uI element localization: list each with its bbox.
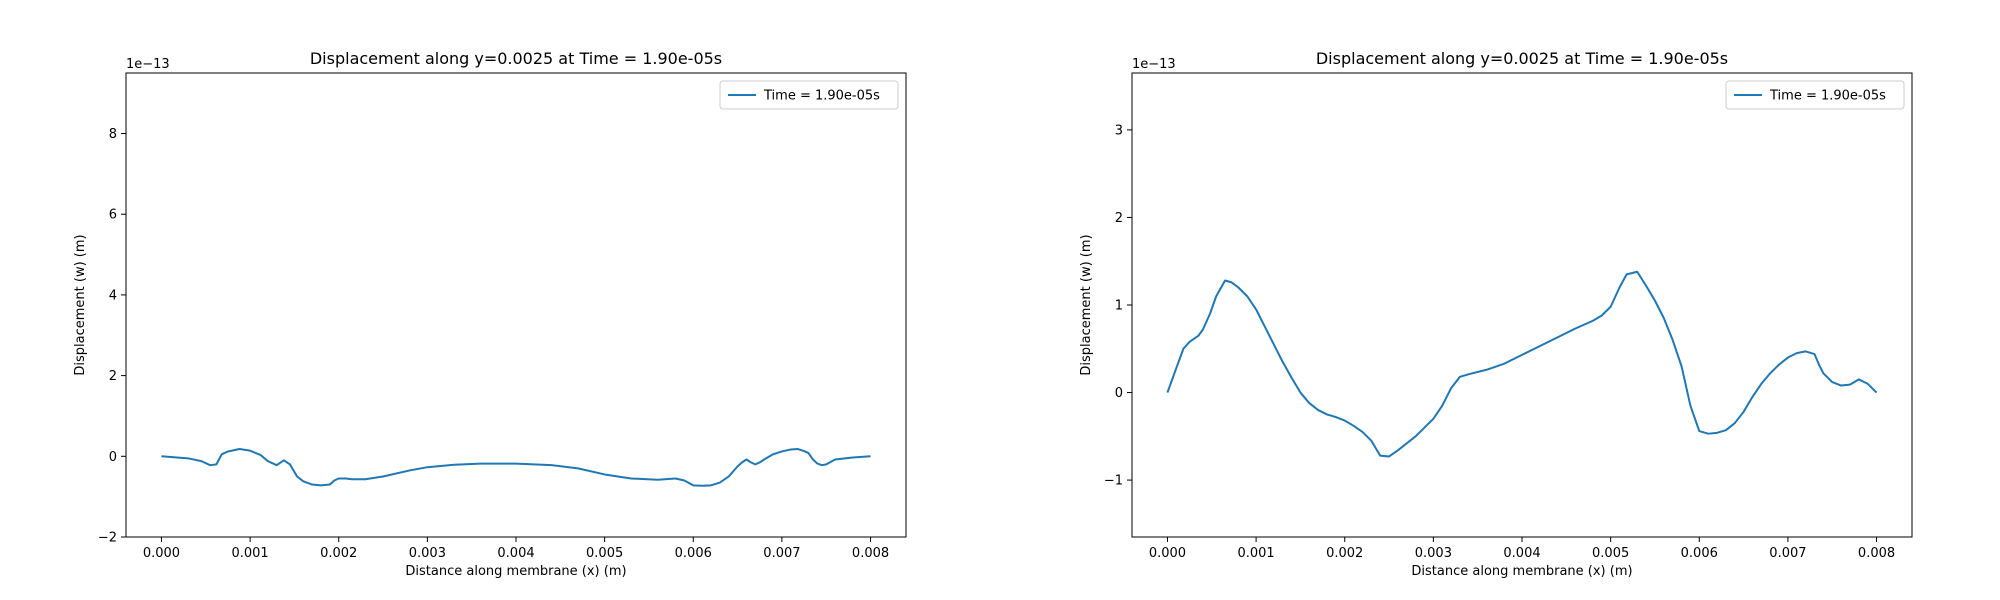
x-tick-label: 0.002 xyxy=(320,546,357,561)
y-tick-label: 3 xyxy=(1115,123,1123,138)
y-offset-label: 1e−13 xyxy=(126,57,170,72)
x-tick-label: 0.000 xyxy=(143,546,180,561)
x-tick-label: 0.002 xyxy=(1326,546,1363,561)
x-tick-label: 0.005 xyxy=(586,546,623,561)
chart-title: Displacement along y=0.0025 at Time = 1.… xyxy=(310,49,722,68)
x-tick-label: 0.004 xyxy=(1503,546,1540,561)
series-line xyxy=(161,448,871,487)
chart-panel-2: Displacement along y=0.0025 at Time = 1.… xyxy=(1079,49,1913,579)
x-tick-label: 0.006 xyxy=(675,546,712,561)
x-tick-label: 0.007 xyxy=(763,546,800,561)
y-tick-label: 6 xyxy=(109,208,117,223)
y-offset-label: 1e−13 xyxy=(1132,57,1176,72)
legend: Time = 1.90e-05s xyxy=(719,80,899,110)
y-tick-label: 8 xyxy=(109,127,117,142)
x-tick-label: 0.007 xyxy=(1769,546,1806,561)
y-tick-label: 1 xyxy=(1115,299,1123,314)
x-tick-label: 0.001 xyxy=(231,546,268,561)
chart-panel-1: Displacement along y=0.0025 at Time = 1.… xyxy=(73,49,907,579)
x-tick-label: 0.006 xyxy=(1681,546,1718,561)
y-tick-label: 0 xyxy=(109,450,117,465)
x-tick-label: 0.003 xyxy=(409,546,446,561)
x-tick-label: 0.008 xyxy=(1858,546,1895,561)
x-axis-label: Distance along membrane (x) (m) xyxy=(405,564,626,579)
y-axis-label: Displacement (w) (m) xyxy=(1079,234,1094,375)
legend-entry: Time = 1.90e-05s xyxy=(1769,89,1886,104)
legend: Time = 1.90e-05s xyxy=(1725,80,1905,110)
x-tick-label: 0.005 xyxy=(1592,546,1629,561)
legend-box xyxy=(1725,80,1905,110)
legend-entry: Time = 1.90e-05s xyxy=(763,89,880,104)
y-tick-label: −1 xyxy=(1104,474,1123,489)
chart-title: Displacement along y=0.0025 at Time = 1.… xyxy=(1316,49,1728,68)
y-tick-label: −2 xyxy=(98,531,117,546)
x-tick-label: 0.003 xyxy=(1415,546,1452,561)
y-axis-label: Displacement (w) (m) xyxy=(73,234,88,375)
series-line xyxy=(1166,270,1878,458)
x-tick-label: 0.000 xyxy=(1149,546,1186,561)
legend-box xyxy=(719,80,899,110)
x-tick-label: 0.001 xyxy=(1237,546,1274,561)
axes-frame xyxy=(125,72,907,538)
x-tick-label: 0.004 xyxy=(497,546,534,561)
y-tick-label: 2 xyxy=(1115,211,1123,226)
axes-frame xyxy=(1131,72,1913,538)
y-tick-label: 4 xyxy=(109,288,117,303)
x-tick-label: 0.008 xyxy=(852,546,889,561)
y-tick-label: 0 xyxy=(1115,386,1123,401)
x-axis-label: Distance along membrane (x) (m) xyxy=(1411,564,1632,579)
y-tick-label: 2 xyxy=(109,369,117,384)
